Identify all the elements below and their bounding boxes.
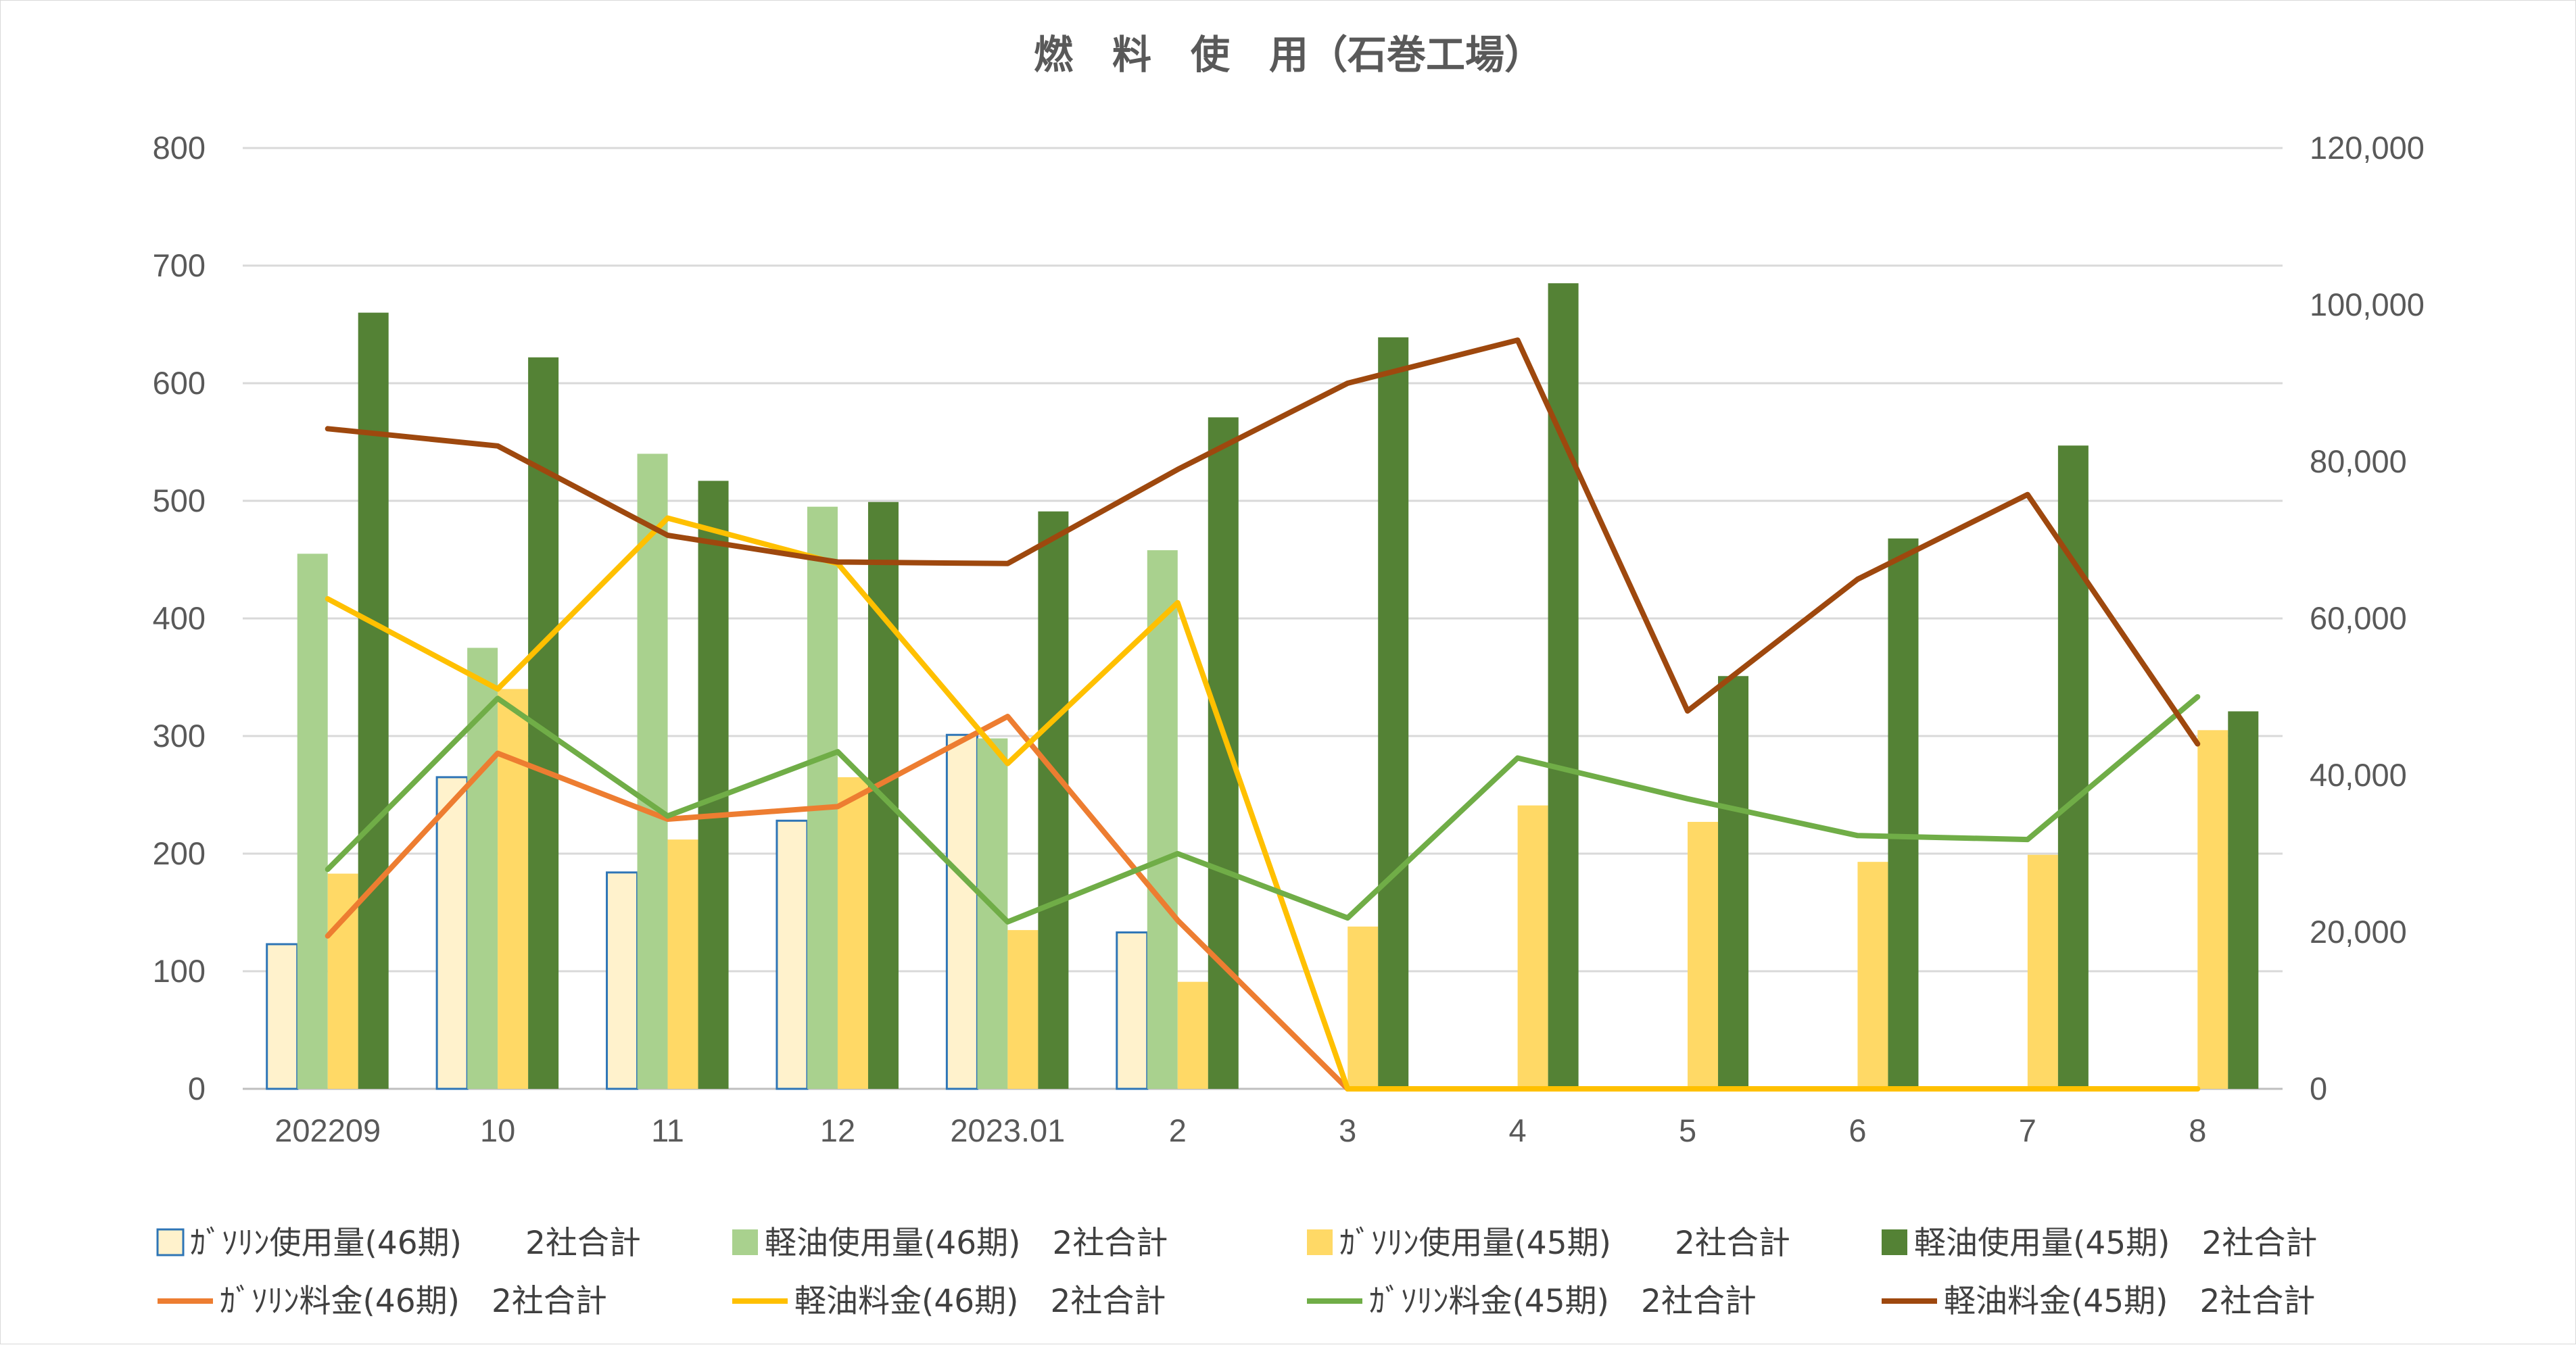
bar-series-3 bbox=[1857, 862, 1888, 1089]
legend-label: ｶﾞｿﾘﾝ使用量(46期) 2社合計 bbox=[190, 1225, 641, 1262]
legend-label: ｶﾞｿﾘﾝ料金(45期) 2社合計 bbox=[1369, 1283, 1757, 1320]
legend-label: 軽油料金(46期) 2社合計 bbox=[794, 1283, 1166, 1320]
x-tick-label: 6 bbox=[1848, 1112, 1866, 1148]
right-tick-label: 120,000 bbox=[2310, 130, 2425, 166]
left-axis-ticks: 0 100 200 300 400 500 600 700 800 bbox=[153, 130, 206, 1106]
legend-label: 軽油使用量(45期) 2社合計 bbox=[1914, 1225, 2317, 1262]
left-tick-label: 200 bbox=[153, 835, 206, 871]
x-tick-label: 2023.01 bbox=[950, 1112, 1065, 1148]
bar-series-2 bbox=[637, 454, 668, 1089]
line-series-3 bbox=[325, 694, 2201, 925]
left-tick-label: 500 bbox=[153, 483, 206, 518]
legend-label: 軽油使用量(46期) 2社合計 bbox=[765, 1225, 1168, 1262]
bar-series-3 bbox=[498, 689, 529, 1089]
bar-series-1 bbox=[1116, 931, 1149, 1090]
gridlines bbox=[243, 147, 2283, 1090]
bar-series-1 bbox=[945, 733, 978, 1090]
line-series-2 bbox=[325, 515, 2201, 1092]
legend-swatch bbox=[1882, 1229, 1907, 1255]
bar-series-4 bbox=[1038, 511, 1069, 1089]
x-axis-ticks: 202209 10 11 12 2023.01 2 3 4 5 6 7 8 bbox=[275, 1112, 2206, 1148]
bar-series-4 bbox=[1888, 538, 1919, 1089]
right-tick-label: 80,000 bbox=[2310, 443, 2407, 479]
bars bbox=[266, 283, 2259, 1090]
bar-series-4 bbox=[698, 481, 729, 1089]
bar-series-3 bbox=[2197, 730, 2228, 1089]
bar-series-2 bbox=[297, 554, 328, 1089]
bar-series-4 bbox=[2228, 711, 2259, 1089]
left-tick-label: 0 bbox=[188, 1071, 206, 1106]
x-tick-label: 12 bbox=[820, 1112, 855, 1148]
legend-swatch bbox=[732, 1229, 758, 1255]
right-tick-label: 0 bbox=[2310, 1071, 2327, 1106]
right-tick-label: 100,000 bbox=[2310, 287, 2425, 322]
bar-series-4 bbox=[1548, 283, 1579, 1090]
bar-series-3 bbox=[1517, 805, 1548, 1089]
legend-label: ｶﾞｿﾘﾝ使用量(45期) 2社合計 bbox=[1339, 1225, 1790, 1262]
left-tick-label: 800 bbox=[153, 130, 206, 166]
x-tick-label: 3 bbox=[1339, 1112, 1356, 1148]
x-tick-label: 5 bbox=[1679, 1112, 1696, 1148]
right-tick-label: 60,000 bbox=[2310, 600, 2407, 636]
bar-series-3 bbox=[1347, 926, 1379, 1089]
bar-series-1 bbox=[776, 819, 809, 1090]
bar-series-4 bbox=[1208, 417, 1239, 1089]
bar-series-4 bbox=[1378, 337, 1409, 1089]
bar-series-3 bbox=[667, 839, 698, 1089]
x-tick-label: 10 bbox=[480, 1112, 515, 1148]
bar-series-1 bbox=[435, 776, 469, 1090]
legend-swatch bbox=[1307, 1229, 1333, 1255]
legend: ｶﾞｿﾘﾝ使用量(46期) 2社合計 軽油使用量(46期) 2社合計 ｶﾞｿﾘﾝ使用… bbox=[156, 1225, 2317, 1320]
bar-series-4 bbox=[1718, 676, 1749, 1089]
bar-series-3 bbox=[1688, 822, 1719, 1089]
legend-swatch bbox=[156, 1228, 185, 1256]
bar-series-3 bbox=[1007, 930, 1039, 1089]
legend-label: ｶﾞｿﾘﾝ料金(46期) 2社合計 bbox=[220, 1283, 607, 1320]
line-series-1 bbox=[325, 714, 1351, 1092]
bar-series-2 bbox=[1147, 550, 1178, 1089]
bar-series-4 bbox=[2057, 445, 2089, 1089]
right-axis-ticks: 0 20,000 40,000 60,000 80,000 100,000 120,000 bbox=[2310, 130, 2425, 1106]
bar-series-3 bbox=[837, 777, 868, 1089]
chart-title: 燃 料 使 用（石巻工場） bbox=[1034, 32, 1544, 78]
bar-series-1 bbox=[266, 943, 299, 1090]
x-tick-label: 4 bbox=[1509, 1112, 1527, 1148]
lines bbox=[325, 337, 2201, 1092]
line-series-4 bbox=[325, 337, 2201, 747]
right-tick-label: 20,000 bbox=[2310, 914, 2407, 950]
x-tick-label: 202209 bbox=[275, 1112, 381, 1148]
x-tick-label: 11 bbox=[651, 1112, 684, 1148]
left-tick-label: 600 bbox=[153, 365, 206, 401]
left-tick-label: 400 bbox=[153, 600, 206, 636]
left-tick-label: 700 bbox=[153, 247, 206, 283]
bar-series-2 bbox=[807, 506, 838, 1089]
x-tick-label: 8 bbox=[2189, 1112, 2206, 1148]
bar-series-4 bbox=[358, 312, 389, 1090]
bar-series-3 bbox=[1177, 981, 1208, 1089]
legend-label: 軽油料金(45期) 2社合計 bbox=[1944, 1283, 2315, 1320]
bar-series-3 bbox=[2027, 854, 2058, 1089]
left-tick-label: 300 bbox=[153, 718, 206, 754]
right-tick-label: 40,000 bbox=[2310, 757, 2407, 793]
bar-series-1 bbox=[606, 871, 639, 1090]
x-tick-label: 7 bbox=[2019, 1112, 2036, 1148]
left-tick-label: 100 bbox=[153, 953, 206, 989]
x-tick-label: 2 bbox=[1169, 1112, 1187, 1148]
